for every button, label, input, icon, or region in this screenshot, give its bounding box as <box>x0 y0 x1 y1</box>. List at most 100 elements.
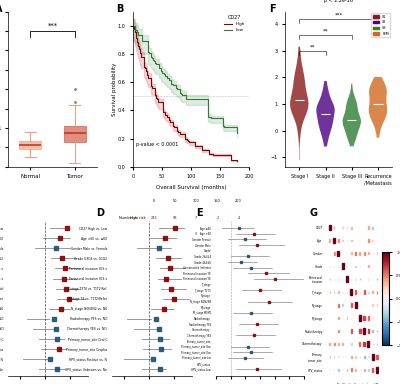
Low <box>136 33 141 38</box>
Bar <box>359 343 360 346</box>
Bar <box>372 354 374 360</box>
Bar <box>372 368 373 372</box>
Low <box>178 91 183 96</box>
Text: E: E <box>196 208 203 218</box>
High <box>164 114 169 119</box>
Bar <box>351 252 352 254</box>
Low <box>150 55 154 60</box>
Bar <box>372 291 373 293</box>
Low <box>152 60 157 65</box>
Bar <box>376 291 378 294</box>
Bar <box>372 330 373 332</box>
Low <box>145 49 150 53</box>
Text: **: ** <box>310 44 315 49</box>
Bar <box>351 303 352 307</box>
Bar <box>376 367 378 373</box>
Low <box>169 81 174 86</box>
Bar <box>351 240 352 242</box>
Low <box>131 23 136 28</box>
Text: F: F <box>269 4 276 14</box>
Bar <box>368 369 369 371</box>
Low <box>150 57 155 61</box>
Line: High: High <box>133 26 237 161</box>
Bar <box>342 343 343 345</box>
Text: D: D <box>96 208 104 218</box>
Text: ***: *** <box>334 12 343 17</box>
Low <box>133 27 138 32</box>
Text: B: B <box>116 4 123 14</box>
Bar <box>333 238 335 243</box>
Bar <box>329 225 331 230</box>
Low <box>133 28 138 32</box>
Bar <box>351 356 352 358</box>
Bar <box>372 227 373 228</box>
Low <box>171 83 176 88</box>
Bar <box>368 291 369 293</box>
Y-axis label: Survival probability: Survival probability <box>112 63 116 116</box>
Bar <box>368 239 369 242</box>
Text: **: ** <box>323 28 328 33</box>
Low <box>220 124 225 128</box>
Bar <box>338 239 339 242</box>
Low <box>168 80 173 85</box>
Bar <box>351 343 352 345</box>
Bar <box>368 265 369 267</box>
High <box>131 23 136 28</box>
Bar <box>376 355 378 359</box>
Text: p < 2.2e-16: p < 2.2e-16 <box>324 0 353 3</box>
Text: p-value < 0.0001: p-value < 0.0001 <box>136 142 178 147</box>
Bar <box>355 266 356 267</box>
Bar <box>368 227 369 229</box>
Bar <box>350 289 352 295</box>
Bar <box>368 329 369 333</box>
High <box>162 111 167 116</box>
Low <box>152 59 156 63</box>
Bar <box>355 252 356 255</box>
Low <box>178 91 183 96</box>
Bar <box>338 330 339 332</box>
Low <box>149 55 154 59</box>
PathPatch shape <box>19 141 41 149</box>
Low <box>156 65 161 70</box>
Bar <box>368 316 369 320</box>
Low <box>164 76 169 80</box>
Low <box>184 96 188 101</box>
Low <box>132 26 137 30</box>
Low <box>206 114 211 119</box>
High <box>154 95 158 100</box>
Bar <box>372 318 373 319</box>
Low <box>140 39 144 44</box>
Bar <box>359 329 360 333</box>
Text: ***: *** <box>48 23 58 29</box>
Bar <box>342 240 343 241</box>
Low <box>153 61 158 65</box>
Line: Low: Low <box>133 26 237 133</box>
Bar <box>338 304 339 307</box>
Bar <box>363 328 365 334</box>
Bar <box>338 369 339 371</box>
Bar <box>346 276 348 282</box>
X-axis label: Overall Survival (months): Overall Survival (months) <box>156 185 226 190</box>
Low <box>177 90 182 95</box>
Bar <box>351 227 352 228</box>
Low <box>235 131 240 136</box>
PathPatch shape <box>64 126 86 142</box>
Bar <box>338 317 339 319</box>
Low <box>173 86 178 91</box>
Low <box>154 62 159 66</box>
Bar <box>354 302 356 308</box>
Low <box>208 116 213 121</box>
Bar <box>372 240 373 241</box>
Low <box>222 124 227 129</box>
Low <box>166 78 171 83</box>
Bar <box>368 252 369 255</box>
Low <box>160 70 165 75</box>
Low <box>147 51 152 56</box>
Low <box>135 31 140 36</box>
Bar <box>355 290 356 294</box>
Bar <box>351 368 352 371</box>
Low <box>159 69 164 73</box>
Bar <box>359 315 361 321</box>
Bar <box>338 291 339 293</box>
High <box>145 73 150 77</box>
